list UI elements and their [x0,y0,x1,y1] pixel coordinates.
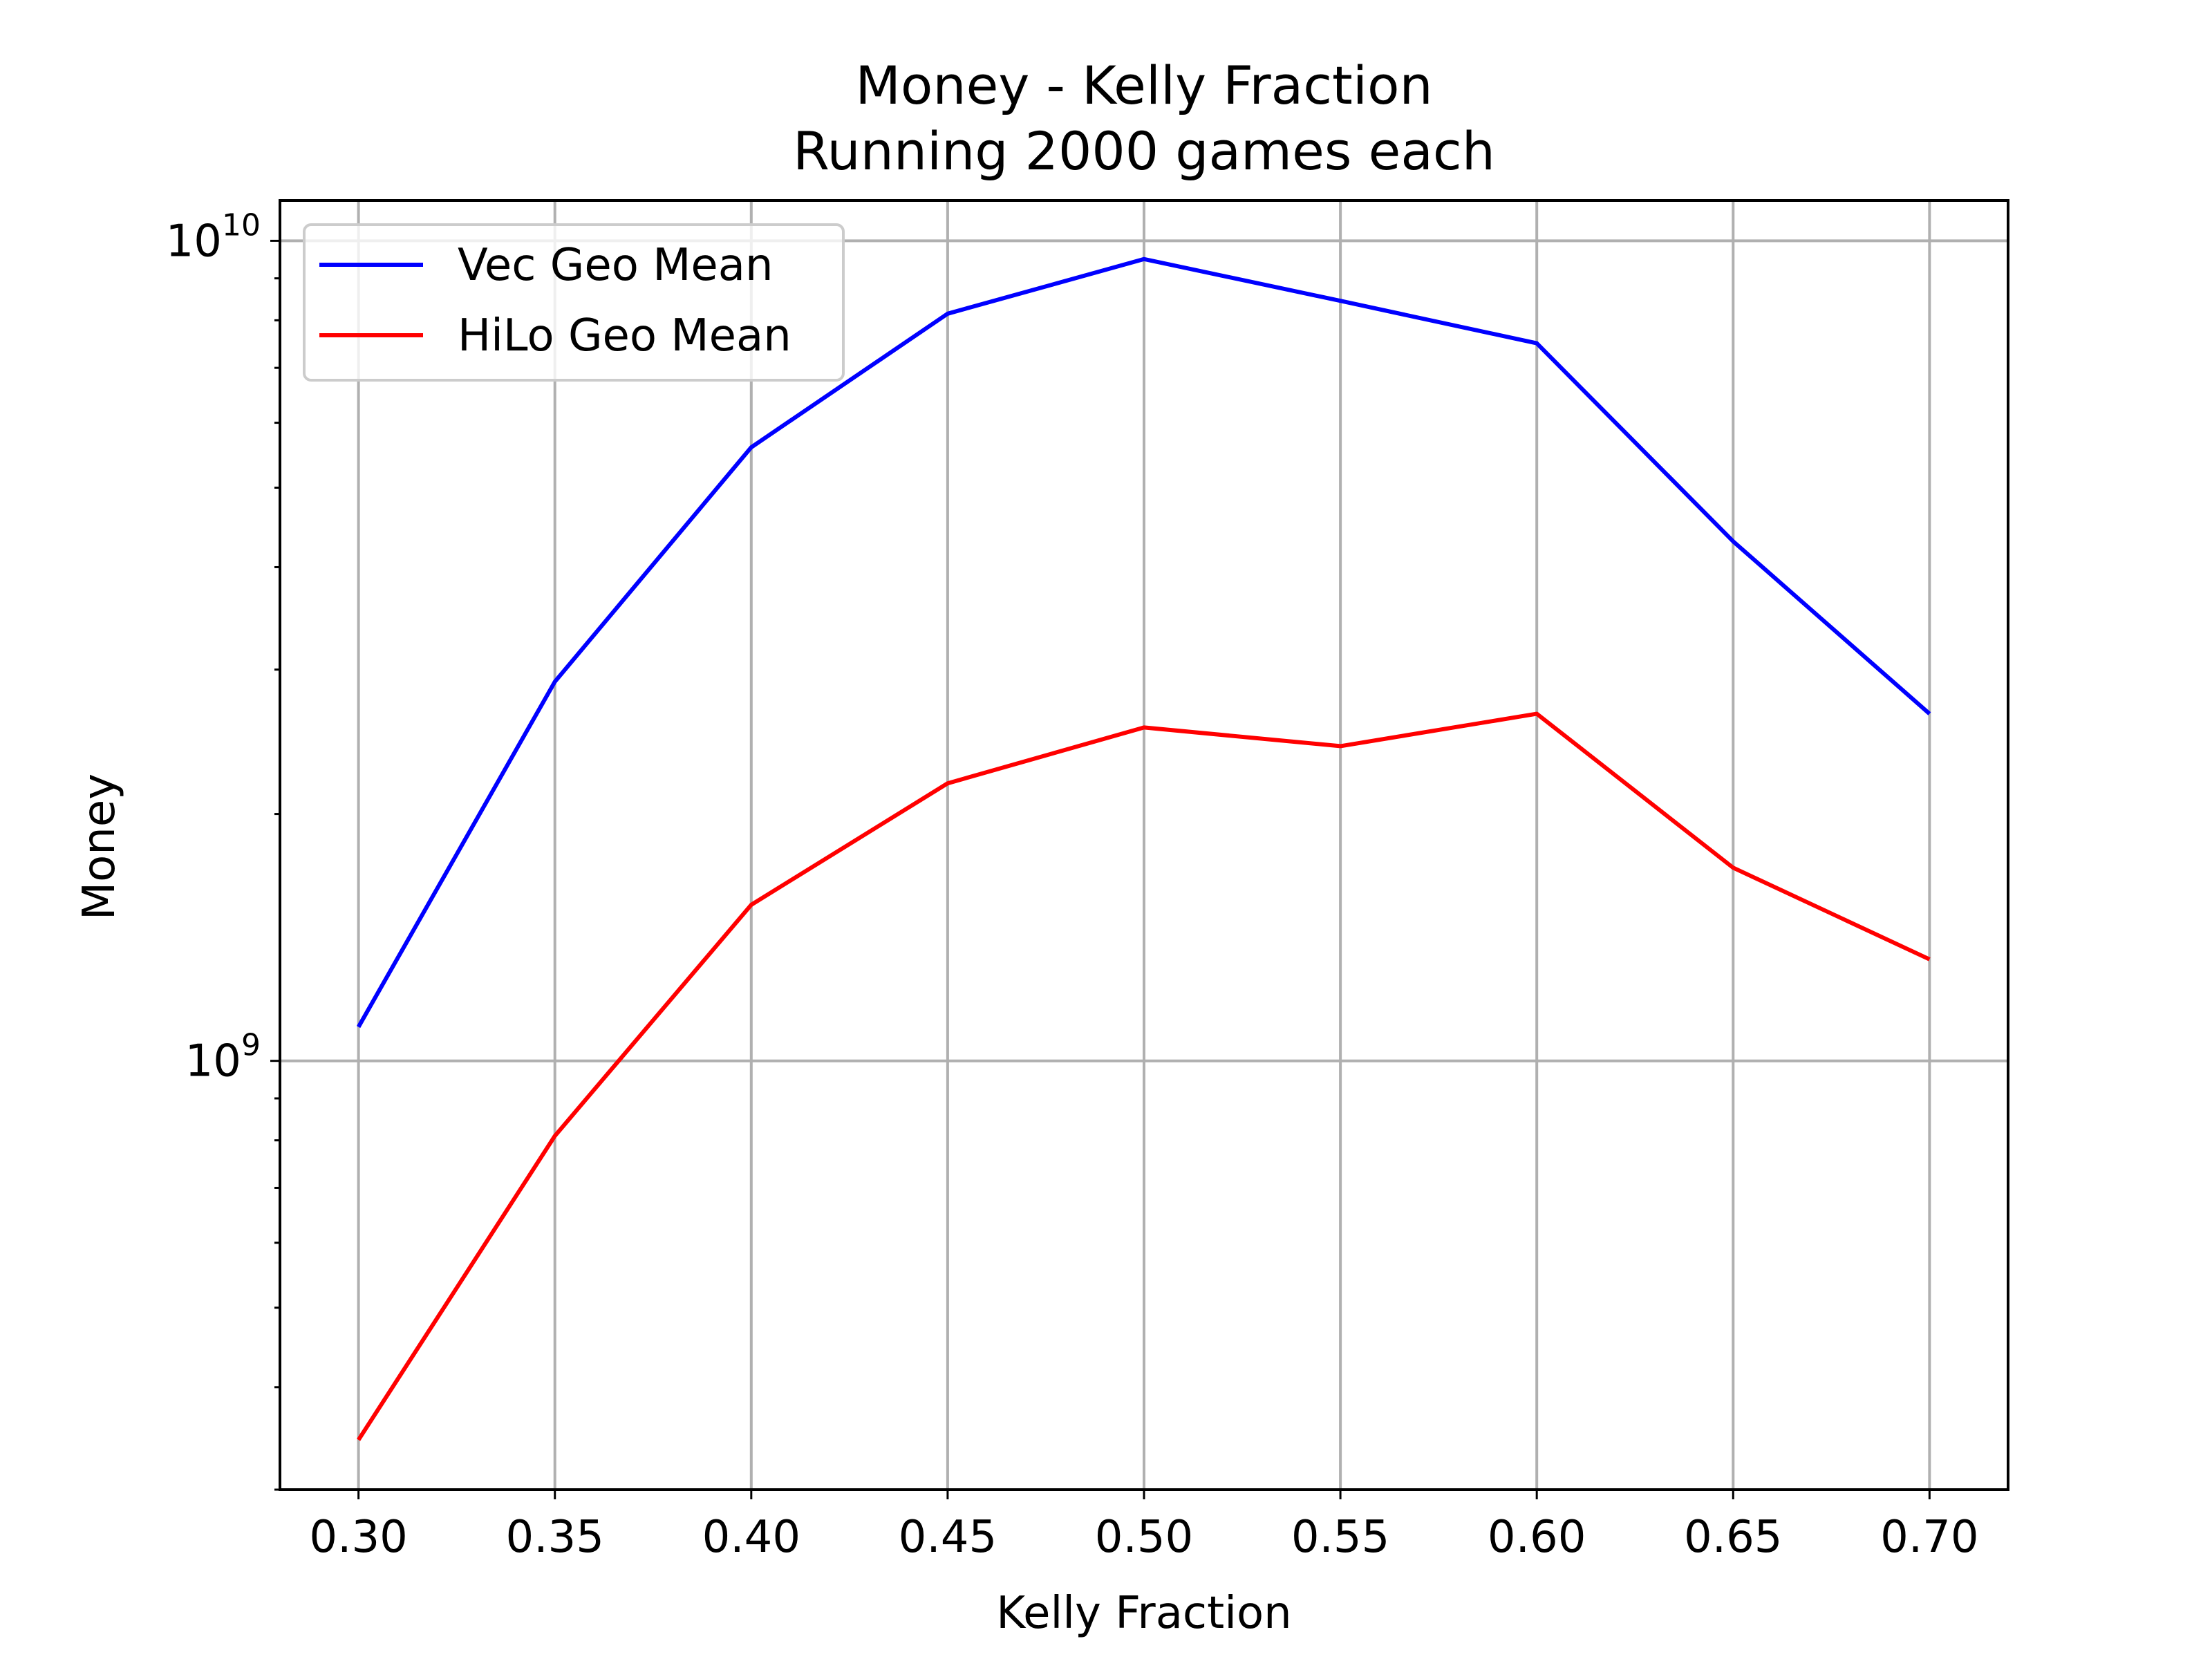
x-axis: 0.30 0.35 0.40 0.45 0.50 0.55 0.60 0.65 0.70 [309,1490,1979,1563]
y-tick-label: 109 [185,1028,261,1087]
chart-title-line-2: Running 2000 games each [793,120,1495,182]
x-axis-label: Kelly Fraction [996,1588,1291,1639]
x-tick-label: 0.65 [1684,1512,1783,1563]
grid [280,200,2008,1490]
chart-title-line-1: Money - Kelly Fraction [855,55,1432,116]
x-tick-label: 0.55 [1291,1512,1390,1563]
y-axis-label: Money [74,774,125,920]
series-line-vec-geo-mean [356,256,1931,1029]
x-tick-label: 0.35 [505,1512,604,1563]
x-tick-label: 0.40 [702,1512,801,1563]
legend-label-vec-geo-mean: Vec Geo Mean [458,240,774,291]
legend-label-hilo-geo-mean: HiLo Geo Mean [458,310,791,362]
x-tick-label: 0.45 [899,1512,997,1563]
legend-box [303,223,845,382]
series-layer [356,256,1931,1441]
x-tick-label: 0.70 [1880,1512,1979,1563]
series-line-hilo-geo-mean [357,711,1931,1441]
x-tick-label: 0.50 [1095,1512,1194,1563]
y-tick-label: 1010 [166,207,261,267]
legend: Vec Geo Mean HiLo Geo Mean [303,223,845,382]
y-axis: 109 1010 [166,207,280,1491]
x-tick-label: 0.30 [309,1512,408,1563]
x-tick-label: 0.60 [1488,1512,1586,1563]
